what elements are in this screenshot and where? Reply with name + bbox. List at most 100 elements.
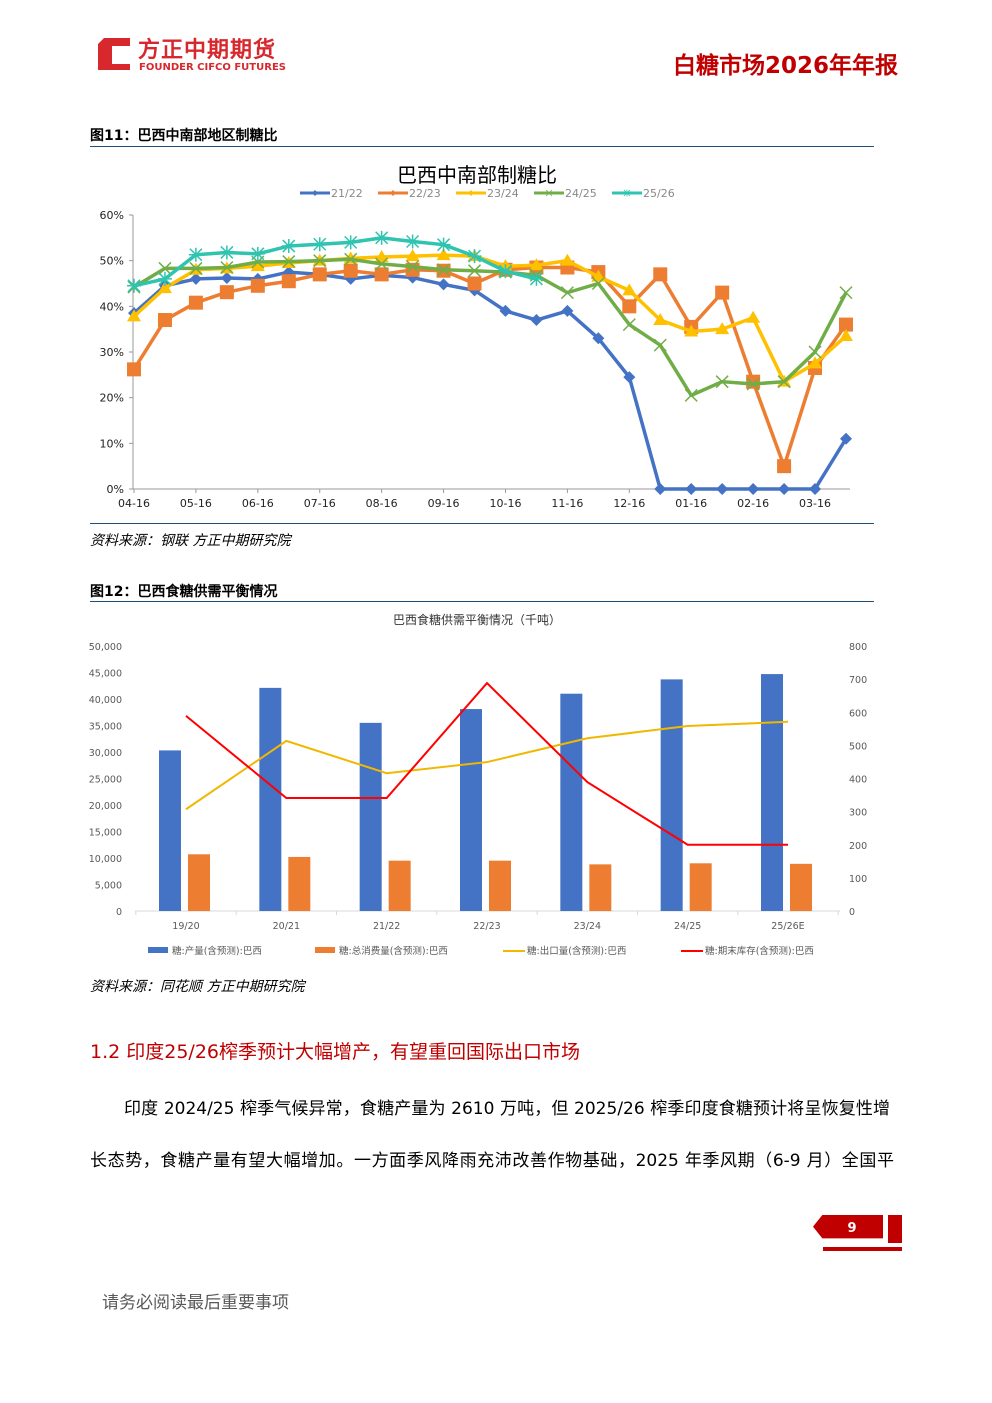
series-23-24: [127, 248, 853, 387]
data-point: [623, 371, 636, 384]
figure12-caption: 图12：巴西食糖供需平衡情况: [90, 584, 278, 600]
y-right-tick-label: 100: [849, 874, 867, 885]
chart-legend: 21/22 22/23 23/24 24/25 25/26: [300, 187, 675, 200]
report-title: 白糖市场2026年年报: [672, 53, 898, 79]
data-point: [592, 332, 605, 345]
bar: [259, 687, 282, 911]
data-point: [622, 299, 637, 314]
data-point: [746, 310, 761, 323]
data-point: [530, 314, 543, 327]
data-point: [561, 304, 574, 317]
data-point: [777, 459, 792, 474]
data-point: [188, 295, 203, 310]
data-point: [157, 281, 172, 294]
bar: [560, 693, 583, 911]
data-point: [281, 239, 296, 254]
y-left-tick-label: 10,000: [89, 854, 122, 865]
y-left-tick-label: 25,000: [89, 775, 122, 786]
paragraph-line: 印度 2024/25 榨季气候异常，食糖产量为 2610 万吨，但 2025/2…: [124, 1099, 890, 1119]
data-point: [374, 267, 389, 282]
x-tick-label: 08-16: [366, 497, 398, 510]
data-point: [716, 483, 729, 495]
figure11-caption: 图11：巴西中南部地区制糖比: [90, 128, 278, 144]
x-tick-label: 12-16: [613, 497, 645, 510]
bar: [761, 674, 783, 911]
data-point: [622, 283, 637, 296]
data-point: [545, 189, 553, 197]
data-point: [437, 263, 451, 277]
y-tick-label: 10%: [100, 437, 124, 450]
data-point: [467, 264, 482, 278]
data-point: [498, 264, 513, 279]
figure12-source: 资料来源：同花顺 方正中期研究院: [90, 979, 305, 995]
series-line: [132, 270, 848, 491]
data-point: [654, 483, 667, 495]
y-left-tick-label: 15,000: [89, 828, 122, 839]
data-point: [809, 483, 822, 495]
series-line: [185, 681, 788, 846]
x-tick-label: 03-16: [799, 497, 831, 510]
legend-label: 22/23: [409, 187, 441, 200]
data-point: [219, 245, 234, 260]
data-point: [312, 190, 318, 196]
legend-swatch: [315, 947, 335, 953]
section-heading: 1.2 印度25/26榨季预计大幅增产，有望重回国际出口市场: [90, 1041, 581, 1063]
y-right-tick-label: 300: [849, 808, 867, 819]
y-left-tick-label: 0: [116, 907, 122, 918]
y-tick-label: 30%: [100, 346, 124, 359]
y-tick-label: 60%: [100, 209, 124, 222]
legend-item: 22/23: [378, 187, 441, 200]
x-tick-label: 21/22: [373, 921, 400, 932]
page-number-tab: [888, 1215, 902, 1243]
y-left-tick-label: 50,000: [89, 642, 122, 653]
data-point: [529, 258, 544, 271]
x-tick-label: 19/20: [172, 921, 199, 932]
legend-item: 糖:产量(含预测):巴西: [148, 945, 262, 957]
data-point: [468, 190, 474, 196]
data-point: [529, 271, 544, 286]
data-point: [344, 252, 358, 266]
series-line: [132, 265, 848, 468]
y-tick-label: 0%: [107, 483, 124, 496]
x-tick-label: 20/21: [273, 921, 300, 932]
legend-label: 23/24: [487, 187, 519, 200]
data-point: [839, 317, 853, 332]
x-tick-label: 24/25: [674, 921, 701, 932]
bar: [359, 722, 382, 911]
data-point: [157, 271, 172, 286]
chart-supply-demand: 巴西食糖供需平衡情况（千吨） 0 5,000 10,000 15,000 20,000 2…: [89, 612, 867, 957]
x-tick-label: 23/24: [574, 921, 601, 932]
series-25-26: [127, 230, 544, 293]
data-point: [560, 286, 574, 300]
bar: [460, 709, 482, 911]
data-point: [437, 278, 450, 291]
series-21-22: [128, 266, 852, 495]
chart-title: 巴西中南部制糖比: [397, 163, 557, 187]
data-point: [684, 388, 698, 402]
y-right-tick-label: 400: [849, 775, 867, 786]
data-point: [499, 304, 512, 317]
y-right-tick-label: 0: [849, 907, 855, 918]
legend-item: 21/22: [300, 187, 363, 200]
data-point: [746, 377, 760, 391]
data-point: [220, 260, 234, 275]
legend-item: 糖:总消费量(含预测):巴西: [315, 945, 448, 957]
legend-item: 25/26: [612, 187, 675, 200]
logo-text: 方正中期期货: [138, 38, 277, 63]
data-point: [653, 338, 667, 352]
data-point: [684, 324, 699, 337]
data-point: [808, 345, 822, 359]
data-point: [343, 235, 358, 250]
data-point: [436, 248, 451, 261]
x-tick-label: 10-16: [489, 497, 521, 510]
data-point: [591, 269, 606, 282]
bar: [288, 856, 311, 911]
data-point: [405, 234, 420, 249]
data-point: [591, 276, 605, 291]
data-point: [622, 318, 636, 332]
legend-swatch: [148, 947, 168, 953]
figure12-rule: [90, 601, 874, 602]
data-point: [715, 375, 729, 389]
y-left-tick-label: 5,000: [95, 881, 122, 892]
